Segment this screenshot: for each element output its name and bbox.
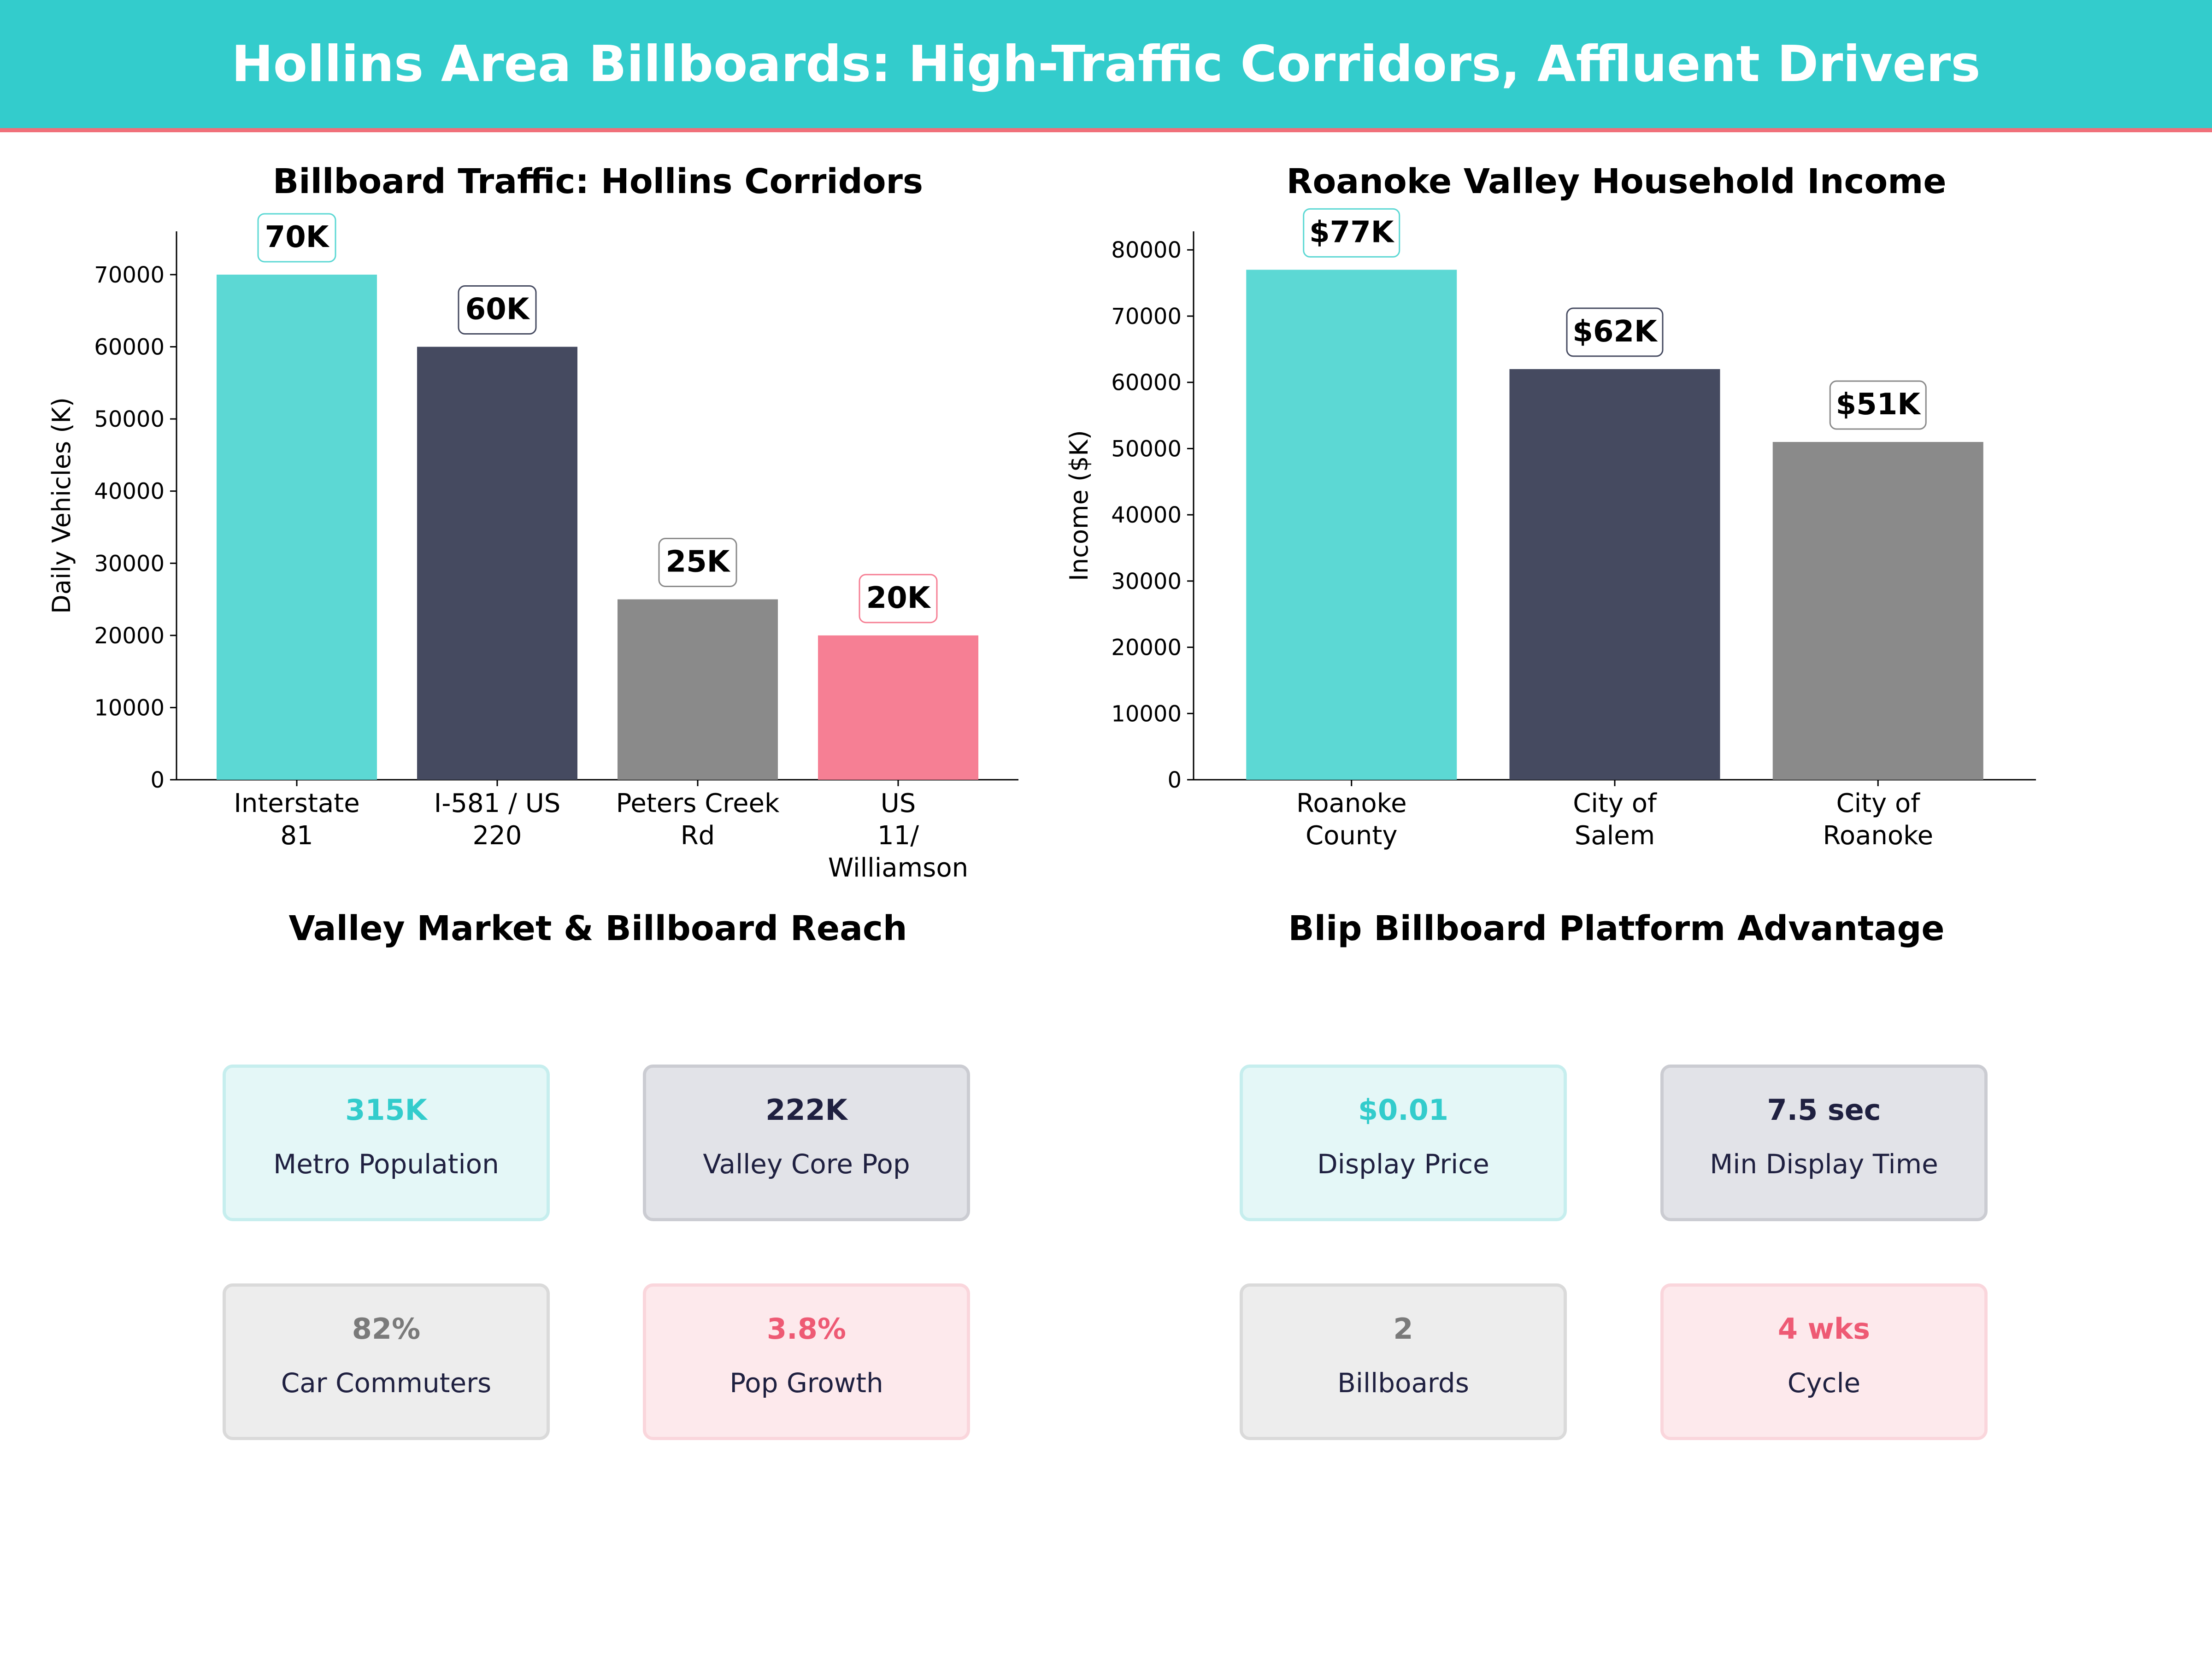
x-tick-label-line: Salem xyxy=(1575,821,1655,851)
y-tick-label: 50000 xyxy=(1111,436,1182,462)
card-value: 4 wks xyxy=(1777,1312,1871,1346)
y-tick-label: 10000 xyxy=(1111,701,1182,727)
bar xyxy=(1509,369,1720,780)
y-tick-label: 30000 xyxy=(94,551,165,577)
x-tick-label-line: 81 xyxy=(280,821,313,851)
card-car-commuters: 82% Car Commuters xyxy=(223,1283,550,1440)
card-metro-population: 315K Metro Population xyxy=(223,1065,550,1221)
y-tick-label: 20000 xyxy=(1111,635,1182,661)
page-title: Hollins Area Billboards: High-Traffic Co… xyxy=(231,35,1981,93)
card-valley-core-pop: 222K Valley Core Pop xyxy=(643,1065,970,1221)
platform-panel-title: Blip Billboard Platform Advantage xyxy=(1288,909,1945,948)
data-label: $77K xyxy=(1309,215,1395,249)
x-tick-label-line: Roanoke xyxy=(1823,821,1933,851)
card-label: Billboards xyxy=(1337,1367,1469,1399)
card-value: 82% xyxy=(352,1312,421,1346)
card-label: Valley Core Pop xyxy=(703,1148,910,1180)
x-tick-label-line: County xyxy=(1306,821,1397,851)
data-label-box xyxy=(1303,208,1400,258)
card-value: 315K xyxy=(345,1093,427,1127)
x-tick-label: City of Roanoke xyxy=(1823,788,1933,851)
y-tick-label: 40000 xyxy=(1111,502,1182,528)
data-label-box xyxy=(458,285,537,335)
card-value: $0.01 xyxy=(1358,1093,1449,1127)
x-tick-label-line: City of xyxy=(1573,788,1657,818)
market-panel-title: Valley Market & Billboard Reach xyxy=(288,909,907,948)
data-label-box xyxy=(1829,380,1927,430)
card-value: 222K xyxy=(765,1093,847,1127)
x-tick-label-line: 220 xyxy=(473,821,522,851)
x-tick-label: City of Salem xyxy=(1573,788,1657,851)
bar xyxy=(818,635,978,780)
card-min-display-time: 7.5 sec Min Display Time xyxy=(1660,1065,1988,1221)
x-tick-label-line: Peters Creek xyxy=(616,788,780,818)
traffic-chart-title: Billboard Traffic: Hollins Corridors xyxy=(272,162,924,201)
x-tick-label-line: Interstate xyxy=(234,788,359,818)
data-label: 25K xyxy=(666,545,731,579)
data-label-box xyxy=(257,213,336,263)
y-tick-label: 80000 xyxy=(1111,237,1182,263)
data-label-box xyxy=(859,574,938,624)
income-bar-chart: 0 10000 20000 30000 40000 50000 60000 70000 8000… xyxy=(1065,208,2036,851)
header-accent-line xyxy=(0,128,2212,132)
x-tick-label-line: US xyxy=(881,788,916,818)
card-label: Metro Population xyxy=(273,1148,499,1180)
card-display-price: $0.01 Display Price xyxy=(1240,1065,1567,1221)
income-chart-title: Roanoke Valley Household Income xyxy=(1286,162,1947,201)
x-tick-label-line: Williamson xyxy=(828,853,968,883)
y-tick-label: 60000 xyxy=(1111,370,1182,396)
data-label-box xyxy=(658,538,737,588)
y-tick-label: 20000 xyxy=(94,623,165,649)
data-label: 60K xyxy=(465,293,530,327)
x-tick-label: Peters Creek Rd xyxy=(616,788,780,851)
x-tick-label: Interstate 81 xyxy=(234,788,359,851)
header-banner: Hollins Area Billboards: High-Traffic Co… xyxy=(0,0,2212,128)
y-tick-label: 70000 xyxy=(94,262,165,288)
x-tick-label: US 11/Williamson xyxy=(828,788,968,883)
card-label: Display Price xyxy=(1317,1148,1489,1180)
y-tick-label: 30000 xyxy=(1111,569,1182,594)
y-tick-label: 0 xyxy=(150,767,165,793)
x-tick-label: Roanoke County xyxy=(1296,788,1407,851)
card-value: 2 xyxy=(1393,1312,1413,1346)
x-tick-label-line: I-581 / US xyxy=(434,788,561,818)
card-value: 7.5 sec xyxy=(1767,1093,1881,1127)
y-axis-label: Daily Vehicles (K) xyxy=(47,397,76,614)
data-label: $62K xyxy=(1572,315,1658,349)
y-tick-label: 10000 xyxy=(94,695,165,721)
x-tick-label-line: City of xyxy=(1836,788,1920,818)
card-label: Cycle xyxy=(1787,1367,1861,1399)
data-label: 20K xyxy=(866,581,931,615)
card-value: 3.8% xyxy=(767,1312,846,1346)
data-label-box xyxy=(1566,307,1664,357)
data-label: $51K xyxy=(1836,388,1922,422)
bar xyxy=(618,599,778,780)
card-label: Car Commuters xyxy=(281,1367,492,1399)
data-label: 70K xyxy=(265,220,330,254)
bar xyxy=(217,274,377,780)
bar xyxy=(1246,270,1457,780)
y-axis-label: Income ($K) xyxy=(1065,430,1094,581)
card-pop-growth: 3.8% Pop Growth xyxy=(643,1283,970,1440)
y-tick-label: 50000 xyxy=(94,406,165,432)
x-tick-label: I-581 / US 220 xyxy=(434,788,561,851)
bar xyxy=(1772,442,1983,780)
card-billboards: 2 Billboards xyxy=(1240,1283,1567,1440)
bar xyxy=(417,347,577,780)
y-tick-label: 60000 xyxy=(94,335,165,360)
card-label: Min Display Time xyxy=(1710,1148,1938,1180)
card-label: Pop Growth xyxy=(729,1367,883,1399)
x-tick-label-line: Roanoke xyxy=(1296,788,1407,818)
x-tick-label-line: Rd xyxy=(681,821,715,851)
x-tick-label-line: 11/ xyxy=(877,821,919,851)
y-tick-label: 0 xyxy=(1167,767,1182,793)
traffic-bar-chart: 0 10000 20000 30000 40000 50000 60000 70000 Dail… xyxy=(47,213,1018,883)
card-cycle: 4 wks Cycle xyxy=(1660,1283,1988,1440)
y-tick-label: 70000 xyxy=(1111,304,1182,329)
y-tick-label: 40000 xyxy=(94,479,165,505)
